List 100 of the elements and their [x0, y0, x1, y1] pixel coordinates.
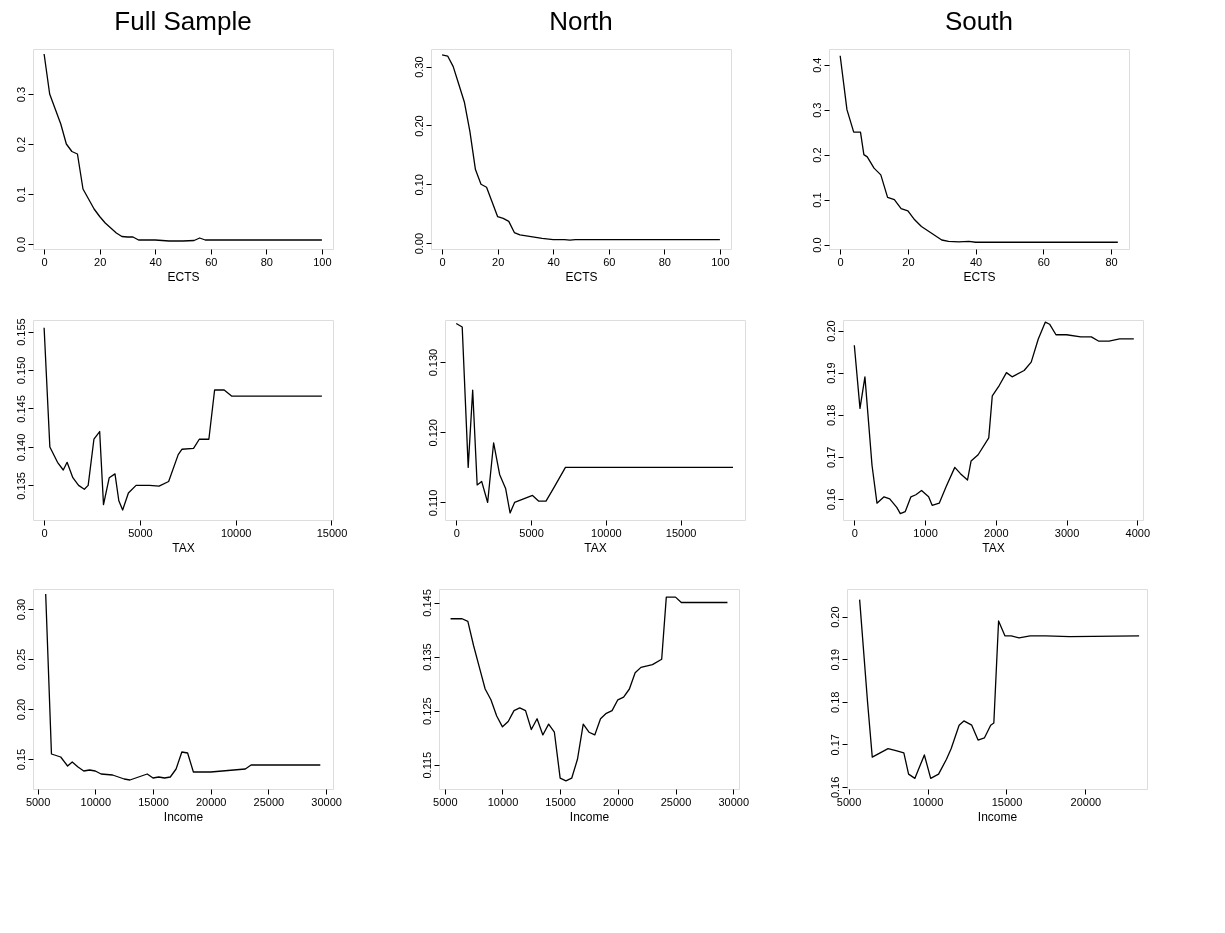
- y-tick-label: 0.135: [420, 643, 433, 671]
- y-tick-label: 0.2: [14, 136, 27, 153]
- x-tick-label: 10000: [912, 795, 944, 808]
- x-axis-title: TAX: [172, 540, 195, 555]
- x-tick-label: 0: [41, 255, 48, 268]
- y-tick-label: 0.20: [824, 320, 837, 342]
- chart-title: South: [945, 6, 1013, 36]
- y-tick-label: 0.17: [828, 734, 841, 756]
- x-tick-label: 10000: [591, 526, 622, 539]
- line-series: [858, 598, 1140, 780]
- y-tick-label: 0.25: [14, 648, 27, 671]
- y-tick-label: 0.0: [14, 236, 27, 253]
- y-tick-label: 0.18: [828, 691, 841, 713]
- x-tick-label: 20: [902, 255, 915, 268]
- x-tick-label: 5000: [25, 795, 51, 808]
- line-series: [43, 53, 323, 242]
- y-tick-label: 0.150: [14, 356, 27, 385]
- x-tick-label: 25000: [660, 795, 692, 808]
- x-tick-label: 25000: [253, 795, 285, 808]
- x-tick-label: 60: [1037, 255, 1050, 268]
- x-tick-label: 0: [837, 255, 844, 268]
- x-tick-label: 1000: [913, 526, 938, 539]
- y-tick-label: 0.19: [828, 649, 841, 671]
- y-tick-label: 0.130: [426, 348, 439, 377]
- y-tick-label: 0.135: [14, 472, 27, 500]
- y-tick-label: 0.120: [426, 419, 439, 447]
- y-tick-label: 0.0: [810, 237, 823, 253]
- x-tick-label: 40: [969, 255, 983, 268]
- x-tick-label: 80: [658, 255, 671, 268]
- y-tick-label: 0.20: [412, 115, 425, 137]
- line-series: [853, 321, 1135, 515]
- x-tick-label: 15000: [545, 795, 576, 808]
- y-tick-label: 0.2: [810, 147, 823, 163]
- x-tick-label: 5000: [128, 526, 153, 539]
- x-axis-title: TAX: [584, 540, 607, 555]
- x-axis-title: TAX: [982, 540, 1005, 555]
- line-series: [839, 55, 1119, 243]
- y-tick-label: 0.00: [412, 232, 425, 255]
- x-tick-label: 10000: [220, 526, 252, 539]
- chart-title: North: [549, 6, 613, 36]
- x-tick-label: 0: [439, 255, 446, 268]
- y-tick-label: 0.20: [828, 606, 841, 628]
- y-tick-label: 0.145: [420, 589, 433, 617]
- chart-title: Full Sample: [114, 6, 252, 36]
- x-tick-label: 30000: [718, 795, 750, 808]
- y-tick-label: 0.3: [14, 86, 27, 103]
- line-series: [441, 54, 721, 241]
- x-tick-label: 3000: [1054, 526, 1080, 539]
- x-tick-label: 30000: [311, 795, 342, 808]
- x-tick-label: 40: [149, 255, 162, 268]
- y-tick-label: 0.110: [426, 489, 439, 517]
- line-series: [449, 596, 729, 782]
- y-tick-label: 0.15: [14, 748, 27, 771]
- x-tick-label: 5000: [433, 795, 458, 808]
- x-tick-label: 5000: [519, 526, 544, 539]
- x-tick-label: 20: [492, 255, 505, 268]
- x-tick-label: 20000: [603, 795, 634, 808]
- x-tick-label: 20: [94, 255, 107, 268]
- x-axis-title: Income: [977, 809, 1018, 824]
- x-tick-label: 20000: [195, 795, 227, 808]
- x-axis-title: ECTS: [963, 269, 996, 284]
- y-tick-label: 0.140: [14, 433, 27, 462]
- x-axis-title: ECTS: [167, 269, 200, 284]
- y-tick-label: 0.145: [14, 395, 27, 423]
- y-tick-label: 0.155: [14, 318, 27, 346]
- y-tick-label: 0.30: [412, 56, 425, 78]
- x-tick-label: 15000: [138, 795, 169, 808]
- x-tick-label: 80: [1105, 255, 1118, 268]
- y-tick-label: 0.18: [824, 404, 837, 426]
- x-tick-label: 0: [851, 526, 858, 539]
- x-axis-title: ECTS: [565, 269, 598, 284]
- y-tick-label: 0.115: [420, 751, 433, 779]
- line-series: [45, 593, 321, 781]
- x-tick-label: 100: [711, 255, 730, 268]
- x-tick-label: 80: [260, 255, 273, 268]
- x-tick-label: 20000: [1070, 795, 1102, 808]
- x-tick-label: 10000: [80, 795, 112, 808]
- y-tick-label: 0.1: [810, 192, 823, 208]
- x-axis-title: Income: [163, 809, 204, 824]
- line-series: [43, 327, 323, 511]
- x-tick-label: 100: [313, 255, 332, 268]
- x-tick-label: 10000: [487, 795, 519, 808]
- y-tick-label: 0.20: [14, 698, 27, 721]
- x-tick-label: 2000: [984, 526, 1009, 539]
- y-tick-label: 0.10: [412, 174, 425, 196]
- y-tick-label: 0.125: [420, 697, 433, 725]
- y-tick-label: 0.19: [824, 362, 837, 384]
- y-tick-label: 0.16: [828, 776, 841, 799]
- x-tick-label: 60: [205, 255, 218, 268]
- y-tick-label: 0.4: [810, 57, 823, 73]
- x-tick-label: 0: [41, 526, 48, 539]
- x-axis-title: Income: [569, 809, 610, 824]
- y-tick-label: 0.17: [824, 446, 837, 469]
- line-series: [455, 322, 734, 514]
- x-tick-label: 60: [603, 255, 616, 268]
- y-tick-label: 0.1: [14, 186, 27, 203]
- x-tick-label: 15000: [991, 795, 1023, 808]
- y-tick-label: 0.3: [810, 102, 823, 118]
- x-tick-label: 0: [453, 526, 460, 539]
- x-tick-label: 4000: [1125, 526, 1151, 539]
